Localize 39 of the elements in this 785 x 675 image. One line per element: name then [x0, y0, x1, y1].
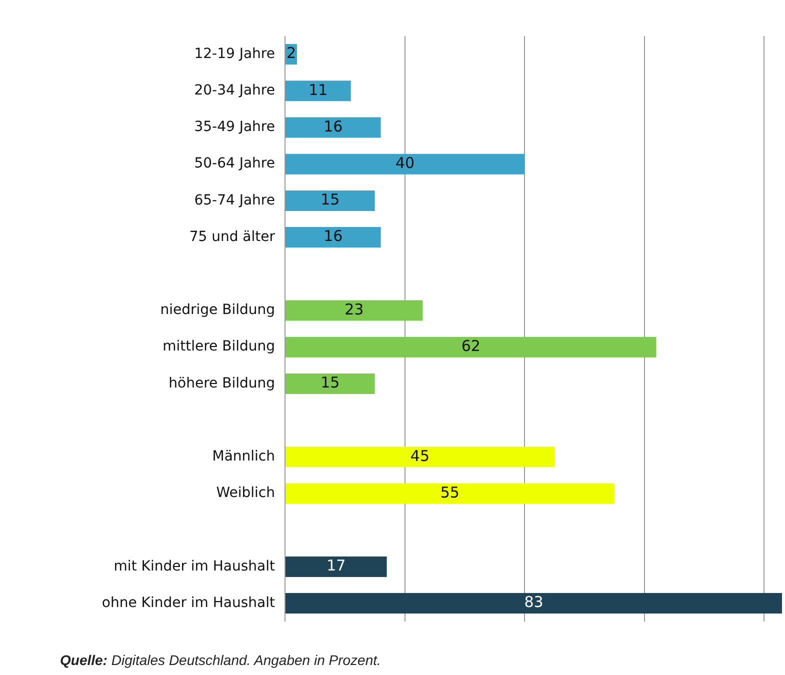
- bar: [286, 300, 423, 321]
- bar: [286, 190, 375, 211]
- data-label: 40: [395, 154, 415, 172]
- bar: [286, 483, 614, 504]
- data-label: 11: [308, 80, 328, 99]
- data-label: 15: [320, 190, 340, 209]
- data-label: 23: [344, 300, 364, 318]
- data-label: 16: [324, 117, 343, 136]
- data-label: 55: [440, 483, 460, 502]
- bar: [286, 556, 387, 577]
- y-tick-label: mittlere Bildung: [162, 338, 275, 355]
- bar: [286, 446, 554, 468]
- y-tick-label: 35-49 Jahre: [194, 119, 275, 136]
- bar: [286, 593, 782, 614]
- data-label: 16: [324, 227, 343, 246]
- y-tick-label: 20-34 Jahre: [194, 82, 275, 99]
- bar: [286, 80, 351, 102]
- bar: [286, 336, 656, 358]
- y-tick-label: 75 und älter: [189, 228, 276, 245]
- source-note: Quelle: Digitales Deutschland. Angaben in Prozent.: [60, 652, 381, 668]
- y-tick-label: 50-64 Jahre: [194, 156, 275, 172]
- y-tick-label: ohne Kinder im Haushalt: [102, 594, 276, 611]
- y-tick-label: höhere Bildung: [168, 375, 275, 392]
- data-label: 17: [326, 556, 346, 575]
- y-tick-label: mit Kinder im Haushalt: [114, 558, 276, 574]
- bar: [286, 154, 525, 174]
- bar: [286, 373, 375, 394]
- bar: [286, 117, 381, 138]
- y-tick-label: 65-74 Jahre: [194, 192, 275, 208]
- y-tick-label: niedrige Bildung: [160, 302, 275, 318]
- data-label: 15: [320, 374, 340, 392]
- data-label: 45: [410, 446, 430, 465]
- y-tick-label: 12-19 Jahre: [194, 46, 275, 62]
- data-label: 83: [524, 593, 544, 612]
- y-tick-label: Weiblich: [216, 485, 275, 502]
- data-label: 2: [286, 44, 296, 62]
- y-tick-label: Männlich: [212, 448, 275, 465]
- bar: [286, 227, 381, 248]
- data-label: 62: [461, 336, 480, 355]
